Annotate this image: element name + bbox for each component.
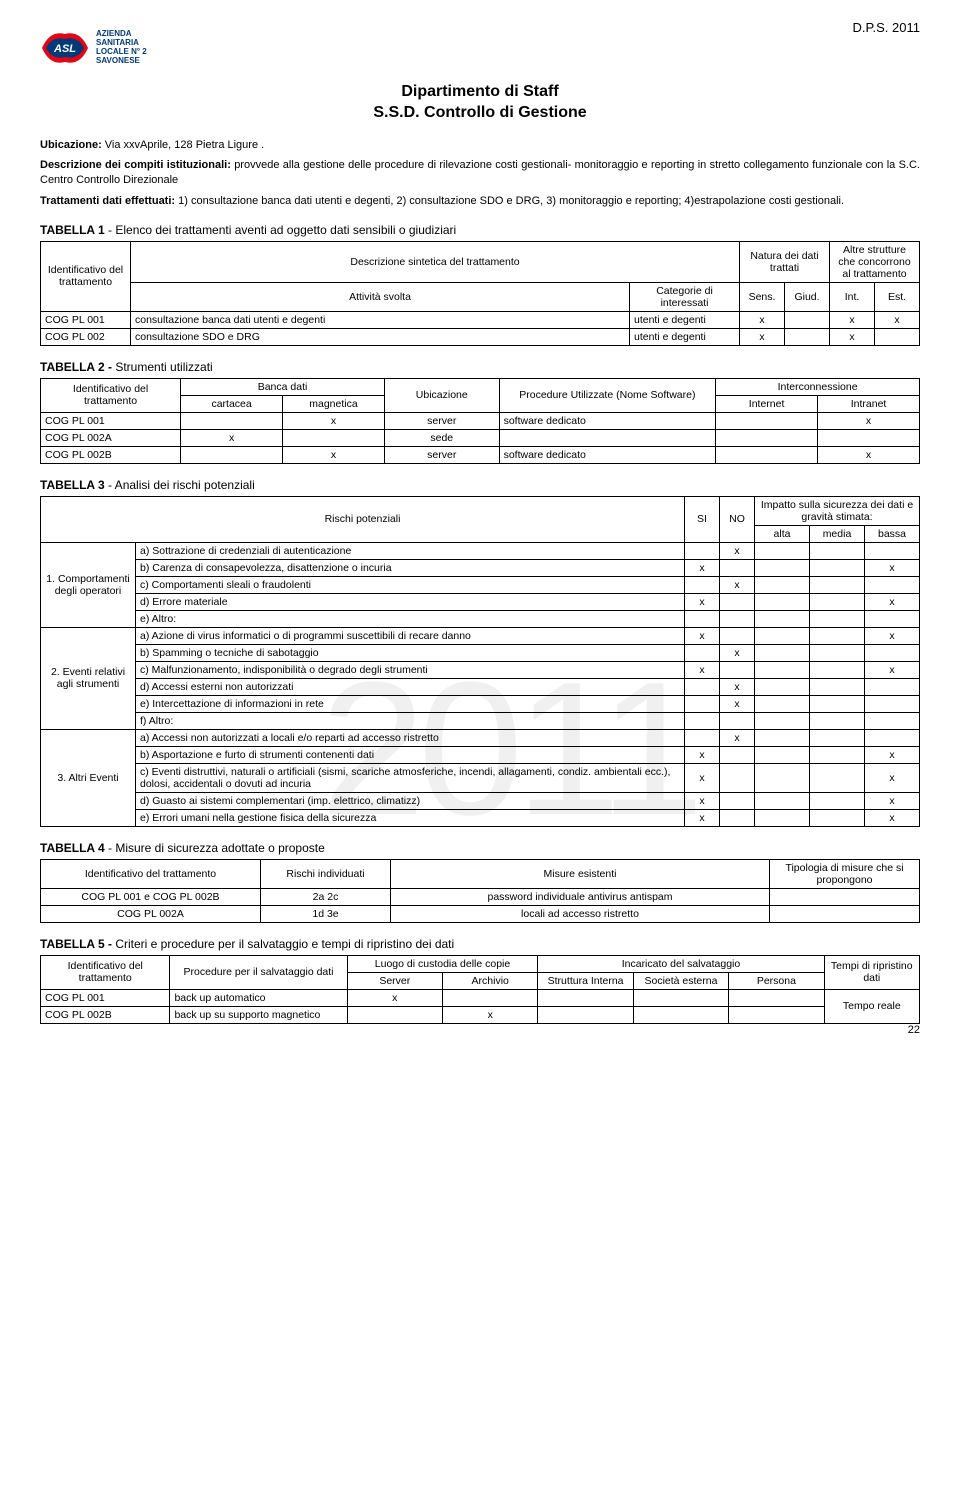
t1-h-att: Attività svolta	[131, 282, 630, 311]
t1-h-nat: Natura dei dati trattati	[740, 241, 830, 282]
descrizione-label: Descrizione dei compiti istituzionali:	[40, 159, 231, 171]
tabella4-title: TABELLA 4 - Misure di sicurezza adottate…	[40, 841, 920, 855]
t3-h-rischi: Rischi potenziali	[41, 496, 685, 542]
table-row: e) Altro:	[41, 610, 920, 627]
table-row: 2. Eventi relativi agli strumentia) Azio…	[41, 627, 920, 644]
table-row: 3. Altri Eventia) Accessi non autorizzat…	[41, 729, 920, 746]
t5-h-luogo: Luogo di custodia delle copie	[347, 955, 538, 972]
t1-h-cat: Categorie di interessati	[630, 282, 740, 311]
table-row: b) Asportazione e furto di strumenti con…	[41, 746, 920, 763]
t2-h-intra: Intranet	[818, 395, 920, 412]
table-row: d) Errore materialexx	[41, 593, 920, 610]
t5-h-per: Persona	[729, 972, 824, 989]
t4-h-me: Misure esistenti	[391, 859, 770, 888]
table-row: c) Eventi distruttivi, naturali o artifi…	[41, 763, 920, 792]
table-row: COG PL 002consultazione SDO e DRGutenti …	[41, 328, 920, 345]
trattamenti-dati: Trattamenti dati effettuati: 1) consulta…	[40, 194, 920, 209]
t5-h-srv: Server	[347, 972, 442, 989]
ubicazione: Ubicazione: Via xxvAprile, 128 Pietra Li…	[40, 138, 920, 153]
t4-h-ri: Rischi individuati	[261, 859, 391, 888]
table-row: COG PL 002Bxserversoftware dedicatox	[41, 446, 920, 463]
t5-h-id: Identificativo del trattamento	[41, 955, 170, 989]
ubicazione-label: Ubicazione:	[40, 139, 102, 151]
department-title: Dipartimento di Staff S.S.D. Controllo d…	[40, 82, 920, 124]
svg-text:ASL: ASL	[53, 43, 76, 55]
table-row: e) Errori umani nella gestione fisica de…	[41, 809, 920, 826]
trattamenti-label: Trattamenti dati effettuati:	[40, 195, 175, 207]
t3-h-si: SI	[685, 496, 720, 542]
table-row: COG PL 002A1d 3elocali ad accesso ristre…	[41, 905, 920, 922]
page-number: 22	[908, 1024, 920, 1036]
t3-h-media: media	[810, 525, 865, 542]
tabella2-title: TABELLA 2 - Strumenti utilizzati	[40, 360, 920, 374]
tabella1: Identificativo del trattamento Descrizio…	[40, 241, 920, 346]
t2-h-proc: Procedure Utilizzate (Nome Software)	[499, 378, 716, 412]
t5-h-str: Struttura Interna	[538, 972, 633, 989]
table-row: COG PL 002Axsede	[41, 429, 920, 446]
logo-line: SAVONESE	[96, 57, 147, 66]
t5-h-tempi: Tempi di ripristino dati	[824, 955, 919, 989]
dept-line2: S.S.D. Controllo di Gestione	[40, 103, 920, 124]
descrizione-compiti: Descrizione dei compiti istituzionali: p…	[40, 158, 920, 188]
table-row: c) Malfunzionamento, indisponibilità o d…	[41, 661, 920, 678]
tabella1-title: TABELLA 1 - Elenco dei trattamenti avent…	[40, 223, 920, 237]
t5-h-inc: Incaricato del salvataggio	[538, 955, 824, 972]
table-row: COG PL 001back up automaticoxTempo reale	[41, 989, 920, 1006]
t2-h-mag: magnetica	[283, 395, 385, 412]
table-row: d) Guasto ai sistemi complementari (imp.…	[41, 792, 920, 809]
tabella3: Rischi potenziali SI NO Impatto sulla si…	[40, 496, 920, 827]
t2-h-cart: cartacea	[181, 395, 283, 412]
table-row: COG PL 001consultazione banca dati utent…	[41, 311, 920, 328]
table-row: COG PL 001 e COG PL 002B2a 2cpassword in…	[41, 888, 920, 905]
logo-icon: ASL	[40, 28, 90, 68]
t3-h-bassa: bassa	[865, 525, 920, 542]
t2-h-net: Internet	[716, 395, 818, 412]
t3-h-alta: alta	[755, 525, 810, 542]
tabella5: Identificativo del trattamento Procedure…	[40, 955, 920, 1024]
t4-h-tip: Tipologia di misure che si propongono	[770, 859, 920, 888]
table-row: c) Comportamenti sleali o fraudolentix	[41, 576, 920, 593]
table-row: COG PL 001xserversoftware dedicatox	[41, 412, 920, 429]
t3-h-no: NO	[720, 496, 755, 542]
table-row: 1. Comportamenti degli operatoria) Sottr…	[41, 542, 920, 559]
t1-h-desc: Descrizione sintetica del trattamento	[131, 241, 740, 282]
table-row: COG PL 002Bback up su supporto magnetico…	[41, 1006, 920, 1023]
t1-h-sens: Sens.	[740, 282, 785, 311]
trattamenti-text: 1) consultazione banca dati utenti e deg…	[178, 195, 844, 207]
table-row: d) Accessi esterni non autorizzatix	[41, 678, 920, 695]
header: ASL AZIENDA SANITARIA LOCALE N° 2 SAVONE…	[40, 20, 920, 76]
t2-h-ubi: Ubicazione	[384, 378, 499, 412]
t1-h-est: Est.	[875, 282, 920, 311]
t4-h-id: Identificativo del trattamento	[41, 859, 261, 888]
tabella5-title: TABELLA 5 - Criteri e procedure per il s…	[40, 937, 920, 951]
table-row: e) Intercettazione di informazioni in re…	[41, 695, 920, 712]
tabella2: Identificativo del trattamento Banca dat…	[40, 378, 920, 464]
table-row: f) Altro:	[41, 712, 920, 729]
dept-line1: Dipartimento di Staff	[40, 82, 920, 103]
t1-h-int: Int.	[830, 282, 875, 311]
t5-h-soc: Società esterna	[633, 972, 728, 989]
t2-h-banca: Banca dati	[181, 378, 385, 395]
t2-h-inter: Interconnessione	[716, 378, 920, 395]
table-row: b) Spamming o tecniche di sabotaggiox	[41, 644, 920, 661]
t1-h-giud: Giud.	[785, 282, 830, 311]
t2-h-id: Identificativo del trattamento	[41, 378, 181, 412]
logo: ASL AZIENDA SANITARIA LOCALE N° 2 SAVONE…	[40, 20, 220, 76]
t1-h-id: Identificativo del trattamento	[41, 241, 131, 311]
t5-h-proc: Procedure per il salvataggio dati	[170, 955, 347, 989]
tabella4: Identificativo del trattamento Rischi in…	[40, 859, 920, 923]
table-row: b) Carenza di consapevolezza, disattenzi…	[41, 559, 920, 576]
tabella3-title: TABELLA 3 - Analisi dei rischi potenzial…	[40, 478, 920, 492]
dps-code: D.P.S. 2011	[853, 20, 920, 35]
t1-h-altre: Altre strutture che concorrono al tratta…	[830, 241, 920, 282]
t3-h-imp: Impatto sulla sicurezza dei dati e gravi…	[755, 496, 920, 525]
t5-h-arc: Archivio	[443, 972, 538, 989]
ubicazione-value: Via xxvAprile, 128 Pietra Ligure .	[105, 139, 264, 151]
